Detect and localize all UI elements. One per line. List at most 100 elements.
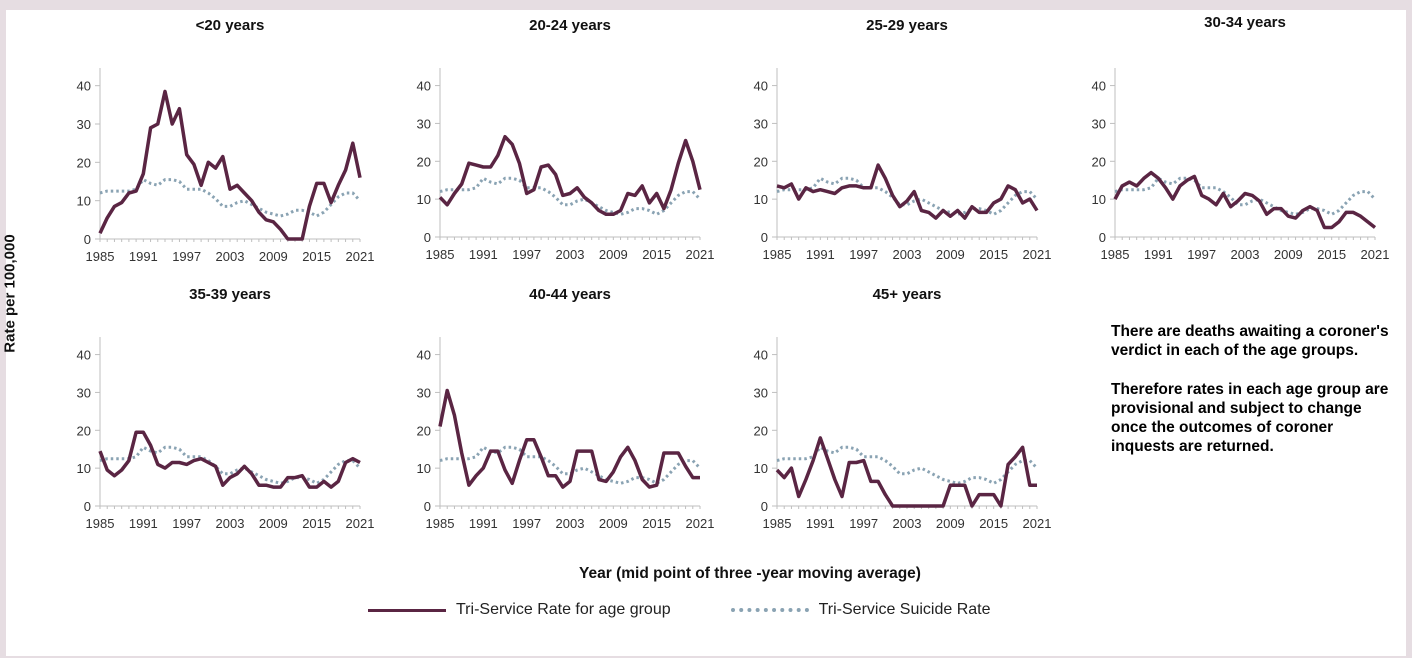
- series-line-age-group-rate: [1113, 170, 1377, 230]
- x-tick-label: 2021: [346, 249, 375, 264]
- note-paragraph-1: There are deaths awaiting a coroner's ve…: [1111, 323, 1389, 360]
- provisional-note: There are deaths awaiting a coroner's ve…: [1111, 322, 1401, 476]
- series-line-age-group-rate: [98, 89, 362, 241]
- y-tick-label: 40: [754, 79, 768, 94]
- y-tick-label: 40: [1092, 79, 1106, 94]
- chart-panel-5: 35-39 years 0 10 20 30 40 1985 1991 1997 2003 2009…: [77, 286, 375, 531]
- chart-panel-4: 30-34 years 0 10 20 30 40 1985 1991 1997 2003 2009…: [1092, 14, 1390, 262]
- x-tick-label: 2021: [686, 516, 715, 531]
- x-tick-label: 2015: [979, 516, 1008, 531]
- x-tick-label: 2015: [642, 516, 671, 531]
- x-tick-label: 1991: [806, 247, 835, 262]
- y-tick-label: 20: [417, 154, 431, 169]
- y-tick-label: 0: [1099, 230, 1106, 245]
- x-tick-label: 1991: [1144, 247, 1173, 262]
- chart-panel-1: <20 years 0 10 20 30 40 1985 1991 1997 2003 2009 20…: [77, 17, 375, 264]
- x-tick-label: 1985: [763, 516, 792, 531]
- legend-item-rate: Tri-Service Rate for age group: [368, 601, 671, 619]
- chart-panel-3: 25-29 years 0 10 20 30 40 1985 1991 1997 2003 2009…: [754, 17, 1052, 262]
- y-tick-label: 0: [84, 232, 91, 247]
- panel-title: 35-39 years: [189, 286, 271, 303]
- y-tick-label: 20: [754, 423, 768, 438]
- y-tick-label: 40: [417, 79, 431, 94]
- y-tick-label: 0: [424, 499, 431, 514]
- y-tick-label: 40: [754, 348, 768, 363]
- y-tick-label: 10: [417, 461, 431, 476]
- x-tick-label: 1997: [172, 249, 201, 264]
- series-line-suicide-rate: [776, 176, 1039, 216]
- x-tick-label: 1985: [426, 516, 455, 531]
- x-tick-label: 2003: [556, 516, 585, 531]
- chart-panel-6: 40-44 years 0 10 20 30 40 1985 1991 1997 2003 2009…: [417, 286, 715, 531]
- x-tick-label: 1991: [129, 249, 158, 264]
- series-line-age-group-rate: [98, 430, 361, 489]
- x-tick-label: 1997: [849, 247, 878, 262]
- x-tick-label: 1985: [763, 247, 792, 262]
- x-tick-label: 2021: [1023, 247, 1052, 262]
- x-tick-label: 1985: [86, 516, 115, 531]
- x-tick-label: 1985: [426, 247, 455, 262]
- chart-panel-2: 20-24 years 0 10 20 30 40 1985 1991 1997 2003 2009…: [417, 17, 715, 262]
- series-line-suicide-rate: [1114, 176, 1377, 216]
- figure-frame: [6, 10, 1406, 656]
- y-tick-label: 10: [77, 194, 91, 209]
- panel-title: <20 years: [196, 17, 265, 34]
- note-paragraph-2: Therefore rates in each age group are pr…: [1111, 380, 1389, 456]
- y-tick-label: 20: [77, 423, 91, 438]
- legend-swatch-suicide: [730, 608, 809, 612]
- y-tick-label: 0: [424, 230, 431, 245]
- y-tick-label: 10: [1092, 192, 1106, 207]
- x-tick-label: 2003: [1231, 247, 1260, 262]
- y-tick-label: 40: [77, 348, 91, 363]
- x-tick-label: 1991: [469, 516, 498, 531]
- panel-title: 45+ years: [873, 286, 942, 303]
- x-tick-label: 2003: [216, 249, 245, 264]
- y-tick-label: 20: [1092, 154, 1106, 169]
- panel-title: 40-44 years: [529, 286, 611, 303]
- x-tick-label: 2009: [599, 247, 628, 262]
- panel-title: 25-29 years: [866, 17, 948, 34]
- x-tick-label: 2009: [1274, 247, 1303, 262]
- panel-title: 30-34 years: [1204, 14, 1286, 31]
- x-tick-label: 2003: [893, 516, 922, 531]
- y-tick-label: 20: [77, 155, 91, 170]
- legend-item-suicide: Tri-Service Suicide Rate: [730, 601, 991, 619]
- legend: Tri-Service Rate for age group Tri-Servi…: [368, 598, 1051, 622]
- x-tick-label: 2015: [642, 247, 671, 262]
- x-tick-label: 1985: [86, 249, 115, 264]
- x-tick-label: 2003: [556, 247, 585, 262]
- legend-label-suicide: Tri-Service Suicide Rate: [818, 601, 991, 618]
- x-tick-label: 2015: [1317, 247, 1346, 262]
- x-tick-label: 2021: [346, 516, 375, 531]
- x-tick-label: 2009: [259, 516, 288, 531]
- chart-panel-7: 45+ years 0 10 20 30 40 1985 1991 1997 2003 2009 20…: [754, 286, 1052, 531]
- y-tick-label: 20: [754, 154, 768, 169]
- x-tick-label: 2021: [1361, 247, 1390, 262]
- y-tick-label: 10: [77, 461, 91, 476]
- x-tick-label: 2009: [936, 516, 965, 531]
- x-tick-label: 2015: [302, 516, 331, 531]
- y-tick-label: 40: [77, 79, 91, 94]
- x-tick-label: 2003: [216, 516, 245, 531]
- y-tick-label: 0: [761, 230, 768, 245]
- x-tick-label: 2009: [936, 247, 965, 262]
- y-tick-label: 30: [1092, 116, 1106, 131]
- y-tick-label: 0: [84, 499, 91, 514]
- y-tick-label: 30: [754, 385, 768, 400]
- y-tick-label: 30: [77, 117, 91, 132]
- y-tick-label: 20: [417, 423, 431, 438]
- y-tick-label: 30: [417, 116, 431, 131]
- x-tick-label: 2003: [893, 247, 922, 262]
- y-tick-label: 10: [754, 192, 768, 207]
- y-tick-label: 40: [417, 348, 431, 363]
- legend-label-rate: Tri-Service Rate for age group: [456, 601, 671, 618]
- y-axis-label: Rate per 100,000: [1, 234, 19, 353]
- series-line-suicide-rate: [439, 176, 702, 216]
- x-tick-label: 1997: [1187, 247, 1216, 262]
- x-tick-label: 1997: [849, 516, 878, 531]
- x-tick-label: 1997: [512, 516, 541, 531]
- x-tick-label: 1985: [1101, 247, 1130, 262]
- x-tick-label: 1997: [512, 247, 541, 262]
- y-tick-label: 0: [761, 499, 768, 514]
